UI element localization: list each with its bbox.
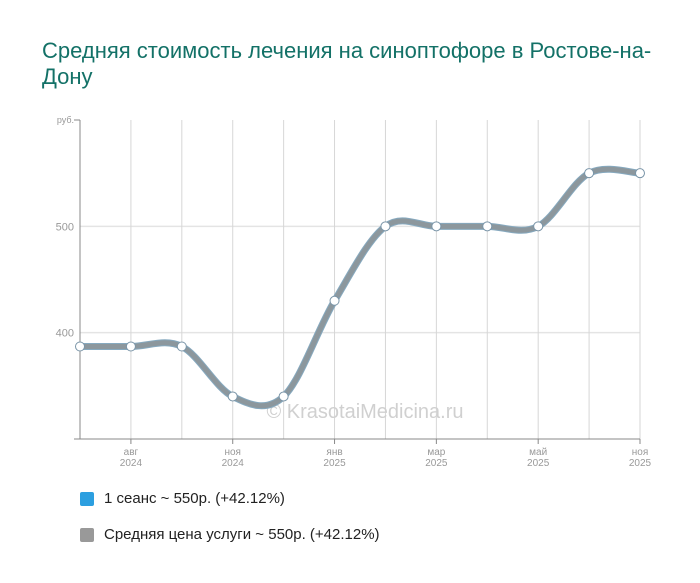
x-tick-year: 2024 [222, 458, 245, 469]
x-tick-year: 2025 [323, 458, 346, 469]
x-tick-month: ноя [224, 447, 241, 458]
x-tick-year: 2025 [425, 458, 448, 469]
legend-item-1[interactable]: 1 сеанс ~ 550р. (+42.12%) [80, 490, 285, 507]
data-point [75, 341, 85, 352]
y-axis-label: руб. [57, 115, 74, 125]
legend-label: 1 сеанс ~ 550р. (+42.12%) [104, 490, 285, 507]
x-tick-year: 2025 [527, 458, 550, 469]
data-point [125, 341, 136, 352]
data-point [533, 221, 544, 232]
data-point [176, 341, 187, 352]
data-point [278, 391, 289, 402]
data-point [329, 295, 340, 306]
data-point [635, 168, 645, 179]
x-tick-month: мар [427, 447, 445, 458]
x-tick-month: май [529, 447, 547, 458]
y-tick-label: 400 [56, 328, 74, 340]
legend-swatch-blue [80, 491, 94, 506]
x-tick-year: 2025 [629, 458, 652, 469]
data-point [482, 221, 493, 232]
legend-item-2[interactable]: Средняя цена услуги ~ 550р. (+42.12%) [80, 526, 380, 543]
legend-swatch-gray [80, 527, 94, 542]
x-tick-month: ноя [632, 447, 649, 458]
x-tick-month: янв [326, 447, 342, 458]
x-tick-year: 2024 [120, 458, 143, 469]
data-point [431, 221, 442, 232]
chart-title: Средняя стоимость лечения на синоптофоре… [42, 38, 652, 89]
watermark: © KrasotaiMedicina.ru [266, 401, 463, 423]
legend-label: Средняя цена услуги ~ 550р. (+42.12%) [104, 526, 380, 543]
y-tick-label: 500 [56, 221, 74, 233]
data-point [584, 168, 595, 179]
data-point [380, 221, 391, 232]
series-line-1 [76, 165, 644, 410]
data-point [227, 391, 238, 402]
x-tick-month: авг [124, 447, 139, 458]
